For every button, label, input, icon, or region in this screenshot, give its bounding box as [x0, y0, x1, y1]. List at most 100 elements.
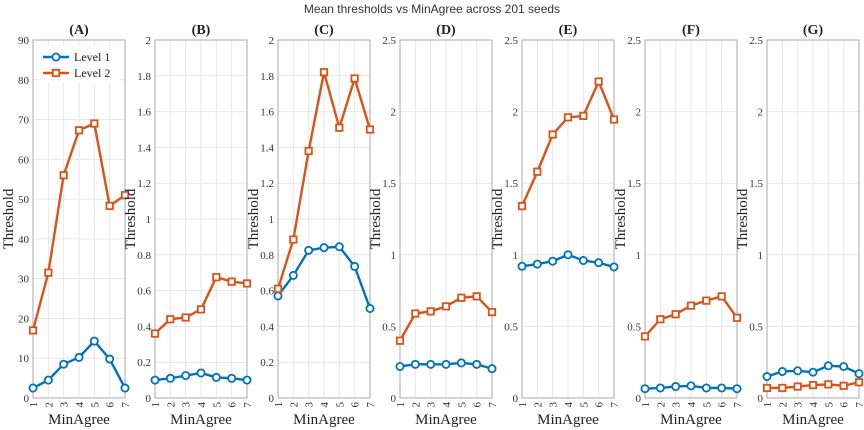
panel-a: 0 10 20 30 40 50 60 70 80 90 1 2 3 4 5 6 7 (A) MinAgree Thr…: [1, 23, 132, 428]
x-tick-label: 2: [288, 402, 300, 408]
data-point-level1: [717, 383, 727, 393]
y-tick-label: 0: [269, 393, 275, 405]
x-tick-label: 6: [717, 402, 729, 408]
x-tick-label: 7: [854, 402, 864, 408]
data-point-level1: [319, 243, 329, 253]
data-point-level2: [365, 125, 375, 134]
data-point-level1: [777, 367, 787, 377]
data-point-level2: [105, 201, 114, 210]
x-tick-label: 7: [732, 402, 744, 408]
x-tick-label: 2: [655, 402, 667, 408]
y-tick-label: 0.4: [137, 321, 151, 333]
y-tick-label: 1: [758, 250, 764, 262]
y-tick-label: 1.5: [749, 178, 763, 190]
x-tick-label: 4: [74, 402, 86, 408]
data-point-level1: [181, 371, 191, 381]
x-tick-label: 6: [839, 402, 851, 408]
y-tick-label: 2: [391, 107, 397, 119]
y-tick-label: 2: [269, 35, 275, 47]
x-tick-label: 4: [808, 402, 820, 408]
data-point-level2: [212, 273, 221, 282]
x-tick-label: 4: [686, 402, 698, 408]
data-point-level2: [533, 167, 542, 176]
panel-title: (E): [559, 23, 578, 38]
data-point-level1: [578, 256, 588, 266]
x-tick-label: 1: [395, 402, 407, 408]
data-point-level1: [227, 373, 237, 383]
axes-frame: [32, 39, 126, 399]
x-tick-label: 5: [701, 402, 713, 408]
y-tick-label: 0: [758, 393, 764, 405]
y-tick-label: 1.8: [137, 71, 151, 83]
panel-title: (A): [69, 23, 89, 38]
panel-title: (G): [803, 23, 824, 38]
data-point-level2: [548, 130, 557, 139]
y-tick-label: 2.5: [504, 35, 518, 47]
data-point-level1: [59, 359, 69, 369]
y-tick-label: 60: [18, 154, 30, 166]
data-point-level1: [563, 250, 573, 260]
axes-frame: [399, 39, 493, 399]
data-point-level2: [227, 277, 236, 286]
panel-title: (C): [314, 23, 334, 38]
x-tick-label: 3: [793, 402, 805, 408]
y-tick-label: 0.5: [504, 321, 518, 333]
x-tick-label: 3: [181, 402, 193, 408]
y-tick-label: 1.5: [627, 178, 641, 190]
panel-title: (F): [682, 23, 700, 38]
x-tick-label: 7: [609, 402, 621, 408]
y-axis-label: Threshold: [613, 188, 629, 249]
x-tick-label: 7: [487, 402, 499, 408]
data-point-level1: [823, 361, 833, 371]
y-tick-label: 30: [18, 274, 30, 286]
data-point-level1: [854, 369, 864, 379]
panel-title: (D): [436, 23, 456, 38]
y-tick-label: 1: [146, 214, 152, 226]
data-point-level2: [441, 302, 451, 311]
x-axis-label: MinAgree: [293, 412, 355, 428]
x-axis-label: MinAgree: [48, 412, 110, 428]
data-point-level1: [28, 383, 38, 393]
y-tick-label: 2: [146, 35, 152, 47]
x-tick-label: 2: [43, 402, 55, 408]
x-tick-label: 6: [105, 402, 117, 408]
panel-c: 00.20.40.60.811.21.41.61.821 2 3 4 5 6 7(C)Min…: [246, 23, 377, 428]
data-point-level1: [288, 270, 298, 280]
y-tick-label: 1.6: [137, 107, 151, 119]
data-point-level2: [273, 284, 283, 293]
y-tick-label: 0.8: [137, 250, 151, 262]
data-point-level2: [395, 336, 405, 345]
y-tick-label: 1.5: [382, 178, 396, 190]
x-tick-label: 6: [227, 402, 239, 408]
data-point-level2: [90, 119, 99, 128]
x-tick-label: 1: [640, 402, 652, 408]
x-tick-label: 5: [578, 402, 590, 408]
data-point-level1: [150, 375, 160, 385]
y-tick-label: 0.5: [382, 321, 396, 333]
x-tick-label: 5: [334, 402, 346, 408]
data-point-level2: [150, 329, 160, 338]
y-tick-label: 1: [269, 214, 275, 226]
y-axis-label: Threshold: [123, 188, 139, 249]
y-tick-label: 1.6: [260, 107, 274, 119]
data-point-level1: [456, 358, 466, 368]
y-tick-label: 0.6: [137, 286, 151, 298]
data-point-level2: [579, 111, 588, 120]
x-tick-label: 2: [410, 402, 422, 408]
data-point-level1: [43, 375, 53, 385]
axes-frame: [277, 39, 371, 399]
data-point-level2: [487, 307, 497, 317]
y-tick-label: 1: [513, 250, 519, 262]
axes-frame: [521, 39, 615, 399]
data-point-level1: [105, 354, 115, 364]
data-point-level2: [426, 307, 435, 316]
data-point-level1: [273, 291, 283, 301]
y-tick-label: 0: [146, 393, 152, 405]
data-point-level1: [211, 372, 221, 382]
y-axis-label: Threshold: [246, 188, 262, 249]
data-point-level1: [441, 359, 451, 369]
y-tick-label: 0.2: [137, 357, 151, 369]
